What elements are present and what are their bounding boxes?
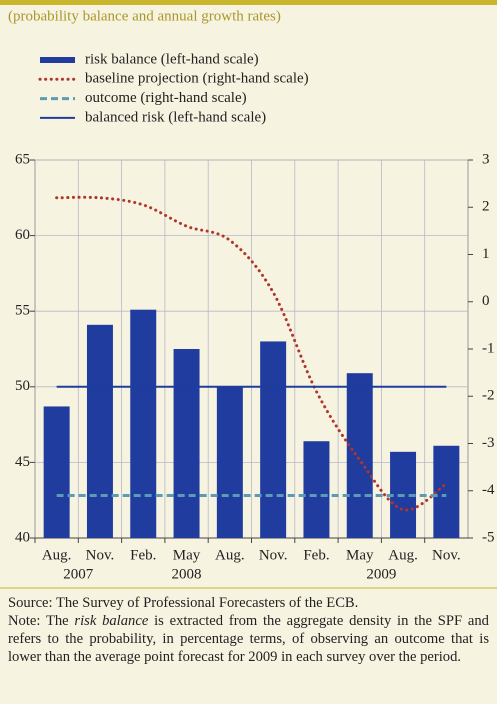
y2-tick-label: 1 (482, 246, 490, 262)
y2-tick-label: -5 (482, 529, 495, 545)
bar (303, 441, 330, 538)
y-tick-label: 40 (15, 529, 30, 545)
legend-label: balanced risk (left-hand scale) (85, 109, 266, 125)
chart: (probability balance and annual growth r… (0, 0, 497, 589)
note: Note: The risk balance is extracted from… (8, 612, 489, 666)
bar (43, 406, 70, 538)
note-text: Note: The (8, 613, 75, 629)
y-tick-label: 65 (15, 151, 30, 167)
y-tick-label: 55 (15, 303, 30, 319)
x-tick-label: May (173, 547, 201, 563)
y2-tick-label: -3 (482, 435, 495, 451)
legend-label: risk balance (left-hand scale) (85, 51, 259, 67)
x-tick-label: Feb. (303, 547, 329, 563)
x-tick-label: Nov. (432, 547, 461, 563)
x-group-label: 2008 (172, 566, 202, 582)
notes: Source: The Survey of Professional Forec… (8, 594, 489, 666)
note-term: risk balance (74, 613, 149, 629)
y2-tick-label: -2 (482, 388, 495, 404)
note-text: is extracted from the aggregate density … (8, 613, 489, 665)
x-group-label: 2007 (63, 566, 94, 582)
bar (173, 349, 200, 538)
bar (433, 445, 460, 538)
y-tick-label: 50 (15, 378, 30, 394)
bar (86, 324, 113, 538)
y2-tick-label: 3 (482, 151, 490, 167)
y2-tick-label: 0 (482, 293, 490, 309)
x-tick-label: May (346, 547, 374, 563)
legend-label: outcome (right-hand scale) (85, 90, 247, 106)
bar (260, 341, 287, 538)
x-group-label: 2009 (366, 566, 396, 582)
source: Source: The Survey of Professional Forec… (8, 595, 359, 611)
x-tick-label: Feb. (130, 547, 156, 563)
y-tick-label: 45 (15, 454, 30, 470)
y-tick-label: 60 (15, 227, 30, 243)
line-dotted (55, 195, 448, 512)
x-tick-label: Nov. (86, 547, 115, 563)
y2-tick-label: -4 (482, 482, 495, 498)
x-tick-label: Aug. (42, 547, 72, 563)
x-tick-label: Nov. (259, 547, 288, 563)
bar (130, 309, 157, 538)
bar (346, 373, 373, 538)
x-tick-label: Aug. (388, 547, 418, 563)
chart-subtitle: (probability balance and annual growth r… (8, 8, 281, 24)
legend-label: baseline projection (right-hand scale) (85, 71, 309, 87)
y2-tick-label: 2 (482, 199, 490, 215)
x-tick-label: Aug. (215, 547, 245, 563)
bar (216, 386, 243, 538)
top-band (0, 0, 497, 5)
y2-tick-label: -1 (482, 340, 495, 356)
